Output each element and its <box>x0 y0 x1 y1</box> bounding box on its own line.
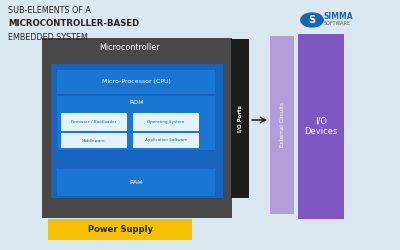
FancyBboxPatch shape <box>270 36 294 214</box>
FancyBboxPatch shape <box>57 70 215 94</box>
Text: RAM: RAM <box>129 180 143 185</box>
Text: SIMMA: SIMMA <box>323 12 353 21</box>
Text: Power Supply: Power Supply <box>88 225 152 234</box>
Text: I/O Ports: I/O Ports <box>238 105 243 132</box>
Text: External Circuits: External Circuits <box>280 102 284 148</box>
Text: EMBEDDED SYSTEM: EMBEDDED SYSTEM <box>8 32 88 42</box>
Text: Micro-Processor (CPU): Micro-Processor (CPU) <box>102 80 171 84</box>
Text: MICROCONTROLLER-BASED: MICROCONTROLLER-BASED <box>8 19 139 28</box>
FancyBboxPatch shape <box>133 113 199 131</box>
FancyBboxPatch shape <box>51 64 223 198</box>
Text: ROM: ROM <box>129 100 144 105</box>
FancyBboxPatch shape <box>42 38 232 218</box>
FancyBboxPatch shape <box>61 113 127 131</box>
Text: Microcontroller: Microcontroller <box>99 42 160 51</box>
Text: Middleware: Middleware <box>82 138 106 142</box>
Text: SUB-ELEMENTS OF A: SUB-ELEMENTS OF A <box>8 6 91 15</box>
Text: SOFTWARE: SOFTWARE <box>323 21 350 26</box>
Circle shape <box>301 13 323 27</box>
FancyBboxPatch shape <box>57 96 215 150</box>
Text: S: S <box>308 15 316 25</box>
Text: Operating System: Operating System <box>147 120 184 124</box>
Text: I/O
Devices: I/O Devices <box>304 116 338 136</box>
Text: Application Software: Application Software <box>145 138 187 142</box>
FancyBboxPatch shape <box>133 133 199 148</box>
FancyBboxPatch shape <box>231 39 249 198</box>
FancyBboxPatch shape <box>57 169 215 196</box>
FancyBboxPatch shape <box>298 34 344 219</box>
FancyBboxPatch shape <box>48 219 192 240</box>
Text: Firmware / Bootloader: Firmware / Bootloader <box>71 120 116 124</box>
FancyBboxPatch shape <box>61 133 127 148</box>
